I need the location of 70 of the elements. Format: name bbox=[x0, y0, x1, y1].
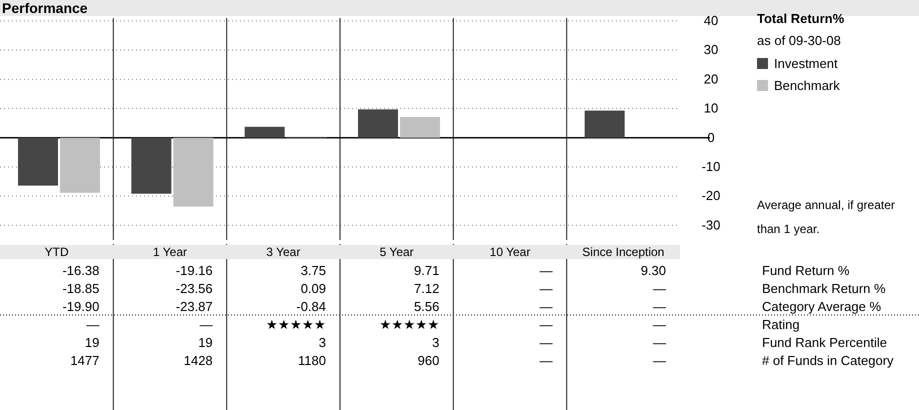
data-label: -19.16 bbox=[176, 263, 213, 278]
y-tick-label: 20 bbox=[704, 71, 718, 86]
y-tick-label: 0 bbox=[707, 130, 715, 145]
text: 1180 bbox=[298, 353, 326, 368]
data-label: 9.30 bbox=[640, 263, 666, 278]
y-tick-label: -30 bbox=[702, 217, 720, 232]
bar bbox=[18, 138, 58, 186]
bar bbox=[244, 126, 285, 138]
data-label: 9.71 bbox=[414, 263, 440, 278]
text: 1428 bbox=[184, 353, 213, 368]
bar bbox=[131, 138, 172, 194]
x-tick-label: 10 Year bbox=[490, 245, 530, 259]
bar bbox=[60, 138, 100, 193]
text: — bbox=[86, 317, 100, 332]
text: ★★★★★ bbox=[379, 317, 440, 332]
text: Fund Rank Percentile bbox=[762, 335, 888, 350]
text: Fund Return % bbox=[762, 263, 850, 278]
chart-title: Performance bbox=[2, 0, 88, 16]
text: 1477 bbox=[70, 353, 100, 368]
text: -0.84 bbox=[296, 299, 326, 314]
text: Average annual, if greater than 1 year. bbox=[757, 198, 895, 236]
text: 5.56 bbox=[414, 299, 440, 314]
text: — bbox=[653, 335, 666, 350]
data-label: -23.56 bbox=[176, 281, 213, 296]
y-tick-label: 10 bbox=[704, 100, 718, 116]
text: — bbox=[540, 263, 553, 278]
data-label: 7.12 bbox=[414, 281, 440, 296]
x-tick-label: 5 Year bbox=[380, 245, 414, 259]
text: — bbox=[540, 317, 553, 332]
text: 960 bbox=[418, 353, 440, 368]
x-tick-label: Since Inception bbox=[582, 245, 664, 259]
text: — bbox=[653, 299, 666, 314]
text: as of 09-30-08 bbox=[757, 33, 841, 48]
data-label: -18.85 bbox=[62, 281, 100, 296]
text: — bbox=[540, 299, 553, 314]
y-tick-label: -10 bbox=[702, 158, 720, 174]
legend-title: Total Return% bbox=[757, 11, 845, 26]
y-tick-label: -20 bbox=[702, 188, 720, 204]
text: 19 bbox=[198, 335, 213, 350]
text: -19.90 bbox=[62, 299, 100, 314]
x-tick-label: 3 Year bbox=[266, 245, 300, 259]
text: 3 bbox=[432, 335, 440, 350]
legend-label: Investment bbox=[774, 56, 838, 71]
text: — bbox=[540, 353, 553, 368]
legend-label: Benchmark bbox=[774, 78, 840, 93]
text: Rating bbox=[762, 317, 800, 332]
text: 19 bbox=[84, 335, 100, 350]
text: 3 bbox=[318, 335, 326, 350]
text: — bbox=[540, 335, 553, 350]
bar bbox=[173, 138, 214, 207]
text: ★★★★★ bbox=[266, 317, 326, 332]
text: — bbox=[653, 281, 666, 296]
text: -23.87 bbox=[176, 299, 213, 314]
text: Category Average % bbox=[762, 299, 882, 314]
y-tick-label: 30 bbox=[704, 42, 718, 58]
text: Benchmark Return % bbox=[762, 281, 886, 296]
data-label: -16.38 bbox=[62, 263, 100, 278]
x-tick-label: 1 Year bbox=[152, 245, 188, 259]
bar bbox=[400, 116, 440, 138]
text: — bbox=[653, 353, 666, 368]
text: — bbox=[653, 317, 666, 332]
bar bbox=[584, 110, 625, 138]
data-label: 3.75 bbox=[300, 263, 326, 278]
x-tick-label: YTD bbox=[44, 245, 69, 259]
data-label: 0.09 bbox=[300, 281, 326, 296]
text: # of Funds in Category bbox=[762, 353, 894, 368]
text: — bbox=[200, 317, 213, 332]
text: — bbox=[540, 281, 553, 296]
y-tick-label: 40 bbox=[704, 12, 718, 28]
bar bbox=[358, 109, 398, 138]
